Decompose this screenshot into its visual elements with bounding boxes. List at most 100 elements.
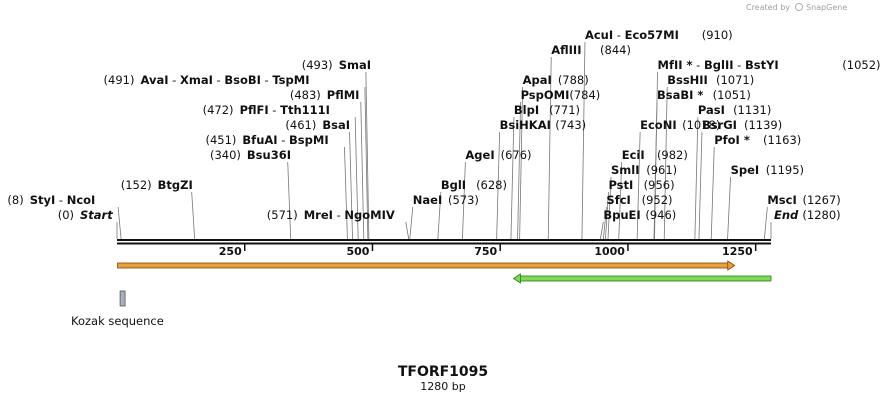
enzyme-name: MreI: [304, 208, 333, 222]
site-mrei[interactable]: MreI - NgoMIV (571): [267, 208, 395, 222]
site-separator: -: [613, 28, 624, 42]
site-label: Start: [80, 208, 113, 222]
site-label: SfcI: [606, 193, 630, 207]
site-leader: [191, 191, 196, 240]
site-start[interactable]: Start (0): [58, 208, 114, 222]
site-smai[interactable]: SmaI (493): [302, 58, 371, 72]
site-acui[interactable]: AcuI - Eco57MI (910): [585, 28, 733, 42]
site-bsihkai[interactable]: BsiHKAI (743): [500, 118, 587, 132]
enzyme-name: TspMI: [272, 73, 309, 87]
site-position: (8): [7, 193, 23, 207]
site-leader: [405, 221, 410, 240]
site-pflmi[interactable]: PflMI (483): [290, 88, 360, 102]
site-label: PflFI - Tth111I: [240, 103, 330, 117]
site-label: BsaI: [322, 118, 350, 132]
site-position: (676): [501, 148, 532, 162]
site-pflfi[interactable]: PflFI - Tth111I (472): [203, 103, 330, 117]
site-label: MfII * - BglII - BstYI: [658, 58, 779, 72]
site-apai[interactable]: ApaI (788): [523, 73, 589, 87]
site-smli[interactable]: SmlI (961): [611, 163, 677, 177]
enzyme-name: PstI: [608, 178, 633, 192]
site-leader: [360, 101, 365, 240]
site-separator: -: [269, 103, 280, 117]
site-psti[interactable]: PstI (956): [608, 178, 674, 192]
site-leader: [654, 71, 658, 240]
site-label: SmlI: [611, 163, 640, 177]
enzyme-name: AgeI: [465, 148, 494, 162]
site-position: (571): [267, 208, 298, 222]
site-econi[interactable]: EcoNI (1018): [640, 118, 720, 132]
site-position: (946): [645, 208, 676, 222]
site-position: (1052): [842, 58, 880, 72]
features: [117, 260, 772, 284]
enzyme-name: AvaI: [140, 73, 168, 87]
site-position: (461): [285, 118, 316, 132]
site-avai[interactable]: AvaI - XmaI - BsoBI - TspMI (491): [104, 73, 310, 87]
site-position: (910): [702, 28, 733, 42]
site-bpuei[interactable]: BpuEI (946): [603, 208, 676, 222]
site-bsshii[interactable]: BssHII (1071): [667, 73, 754, 87]
site-afliii[interactable]: AflIII (844): [551, 43, 631, 57]
site-position: (982): [657, 148, 688, 162]
feature-forward[interactable]: [117, 260, 736, 271]
site-sfci[interactable]: SfcI (952): [606, 193, 672, 207]
site-leader: [710, 146, 715, 240]
site-naei[interactable]: NaeI (573): [413, 193, 479, 207]
site-leader: [364, 86, 369, 240]
site-position: (628): [476, 178, 507, 192]
site-bsu36i[interactable]: Bsu36I (340): [210, 148, 291, 162]
site-pasi[interactable]: PasI (1131): [698, 103, 771, 117]
enzyme-name: End: [774, 208, 799, 222]
site-ecii[interactable]: EciI (982): [622, 148, 688, 162]
site-position: (784): [569, 88, 600, 102]
enzyme-name: BpuEI: [603, 208, 640, 222]
site-label: AvaI - XmaI - BsoBI - TspMI: [140, 73, 309, 87]
enzyme-name: Tth111I: [280, 103, 330, 117]
site-label: BpuEI: [603, 208, 640, 222]
site-pfoi[interactable]: PfoI * (1163): [714, 133, 801, 147]
site-separator: -: [169, 73, 180, 87]
site-btgzi[interactable]: BtgZI (152): [121, 178, 193, 192]
site-leader: [517, 101, 521, 240]
enzyme-name: SmlI: [611, 163, 640, 177]
ruler-ticks: 250 500 750 1000 1250: [219, 244, 757, 258]
kozak-sequence-box[interactable]: [119, 290, 126, 307]
site-position: (573): [448, 193, 479, 207]
site-bsrgi[interactable]: BsrGI (1139): [702, 118, 782, 132]
site-leader: [603, 206, 607, 240]
site-bsabi[interactable]: BsaBI * (1051): [657, 88, 751, 102]
site-leader: [607, 176, 612, 240]
enzyme-name: MscI: [767, 193, 796, 207]
site-mfii[interactable]: MfII * - BglII - BstYI (1052): [658, 58, 881, 72]
site-spei[interactable]: SpeI (1195): [731, 163, 804, 177]
tick-label-1250: 1250: [722, 245, 753, 258]
site-position: (1139): [744, 118, 782, 132]
site-leader: [663, 86, 668, 240]
site-leader: [510, 116, 515, 240]
site-label: BlpI: [514, 103, 539, 117]
site-label: PfoI *: [714, 133, 750, 147]
site-msci[interactable]: MscI (1267): [767, 193, 840, 207]
site-end[interactable]: End (1280): [774, 208, 841, 222]
enzyme-name: Bsu36I: [247, 148, 291, 162]
site-blpi[interactable]: BlpI (771): [514, 103, 580, 117]
site-styi[interactable]: StyI - NcoI (8): [7, 193, 95, 207]
enzyme-name: BlpI: [514, 103, 539, 117]
site-agei[interactable]: AgeI (676): [465, 148, 531, 162]
site-bsai[interactable]: BsaI (461): [285, 118, 350, 132]
site-leader: [763, 206, 768, 240]
feature-reverse[interactable]: [512, 273, 772, 284]
site-position: (1071): [716, 73, 754, 87]
enzyme-name: PspOMI: [521, 88, 570, 102]
site-label: PflMI: [327, 88, 360, 102]
map-title: TFORF1095: [398, 364, 488, 380]
enzyme-name: PfoI *: [714, 133, 750, 147]
kozak-feature: Kozak sequence: [71, 290, 164, 328]
site-bgli[interactable]: BglI (628): [441, 178, 507, 192]
site-bfuai[interactable]: BfuAI - BspMI (451): [205, 133, 328, 147]
site-leader: [461, 161, 466, 240]
site-pspomi[interactable]: PspOMI (784): [521, 88, 601, 102]
enzyme-name: BssHII: [667, 73, 708, 87]
site-separator: -: [278, 133, 289, 147]
